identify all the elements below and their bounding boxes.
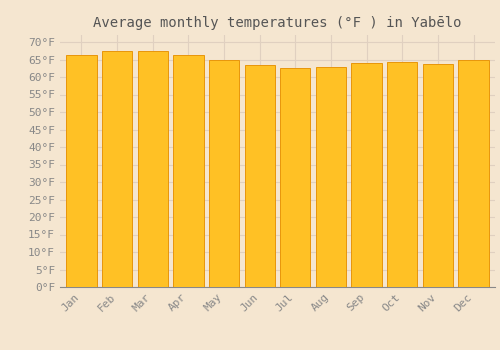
Bar (280, 68, 310, 287)
Title: Average monthly temperatures (°F ) in Yabēlo: Average monthly temperatures (°F ) in Ya… (93, 16, 462, 30)
Bar (209, 60, 239, 287)
Bar (387, 62, 418, 287)
Bar (138, 51, 168, 287)
Bar (102, 51, 132, 287)
Bar (352, 63, 382, 287)
Bar (244, 65, 275, 287)
Bar (173, 55, 204, 287)
Bar (458, 60, 489, 287)
Bar (423, 64, 453, 287)
Bar (66, 55, 96, 287)
Bar (316, 67, 346, 287)
